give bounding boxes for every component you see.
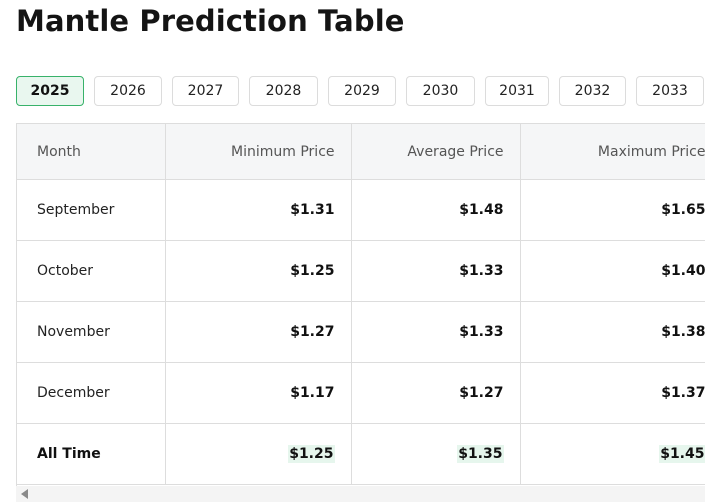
row-maximum-price: $1.37 bbox=[520, 362, 705, 424]
row-minimum-price: $1.31 bbox=[165, 179, 352, 241]
table-row: December $1.17 $1.27 $1.37 bbox=[17, 362, 705, 424]
row-average-price: $1.35 bbox=[351, 423, 521, 485]
tab-2027[interactable]: 2027 bbox=[172, 76, 239, 106]
tab-2033[interactable]: 2033 bbox=[636, 76, 704, 106]
row-average-price: $1.27 bbox=[351, 362, 521, 424]
header-month: Month bbox=[17, 124, 166, 180]
row-maximum-price: $1.65 bbox=[520, 179, 705, 241]
year-tabs: 2025 2026 2027 2028 2029 2030 2031 2032 … bbox=[16, 76, 704, 106]
tab-2029[interactable]: 2029 bbox=[328, 76, 396, 106]
tab-2032[interactable]: 2032 bbox=[559, 76, 626, 106]
table-row-all-time: All Time $1.25 $1.35 $1.45 bbox=[17, 423, 705, 485]
tab-2026[interactable]: 2026 bbox=[94, 76, 162, 106]
highlighted-value: $1.25 bbox=[288, 445, 335, 463]
row-average-price: $1.33 bbox=[351, 240, 521, 302]
row-month: October bbox=[17, 240, 166, 302]
row-maximum-price: $1.45 bbox=[520, 423, 705, 485]
table-row: November $1.27 $1.33 $1.38 bbox=[17, 301, 705, 363]
row-minimum-price: $1.27 bbox=[165, 301, 352, 363]
highlighted-value: $1.35 bbox=[457, 445, 504, 463]
row-minimum-price: $1.17 bbox=[165, 362, 352, 424]
table-row: September $1.31 $1.48 $1.65 bbox=[17, 179, 705, 241]
highlighted-value: $1.45 bbox=[659, 445, 705, 463]
row-month: November bbox=[17, 301, 166, 363]
prediction-table: Month Minimum Price Average Price Maximu… bbox=[17, 124, 705, 485]
row-minimum-price: $1.25 bbox=[165, 423, 352, 485]
page-title: Mantle Prediction Table bbox=[16, 4, 405, 38]
prediction-table-container: Month Minimum Price Average Price Maximu… bbox=[16, 123, 705, 486]
tab-2030[interactable]: 2030 bbox=[406, 76, 475, 106]
scroll-left-arrow-icon[interactable] bbox=[21, 489, 28, 499]
tab-2025[interactable]: 2025 bbox=[16, 76, 84, 106]
row-month: All Time bbox=[17, 423, 166, 485]
header-average-price: Average Price bbox=[351, 124, 521, 180]
row-average-price: $1.33 bbox=[351, 301, 521, 363]
row-month: September bbox=[17, 179, 166, 241]
tab-2028[interactable]: 2028 bbox=[249, 76, 318, 106]
table-header-row: Month Minimum Price Average Price Maximu… bbox=[17, 124, 705, 180]
header-maximum-price: Maximum Price bbox=[520, 124, 705, 180]
table-row: October $1.25 $1.33 $1.40 bbox=[17, 240, 705, 302]
tab-2031[interactable]: 2031 bbox=[485, 76, 549, 106]
row-minimum-price: $1.25 bbox=[165, 240, 352, 302]
header-minimum-price: Minimum Price bbox=[165, 124, 352, 180]
row-maximum-price: $1.40 bbox=[520, 240, 705, 302]
horizontal-scrollbar[interactable] bbox=[16, 486, 705, 502]
row-maximum-price: $1.38 bbox=[520, 301, 705, 363]
row-average-price: $1.48 bbox=[351, 179, 521, 241]
row-month: December bbox=[17, 362, 166, 424]
